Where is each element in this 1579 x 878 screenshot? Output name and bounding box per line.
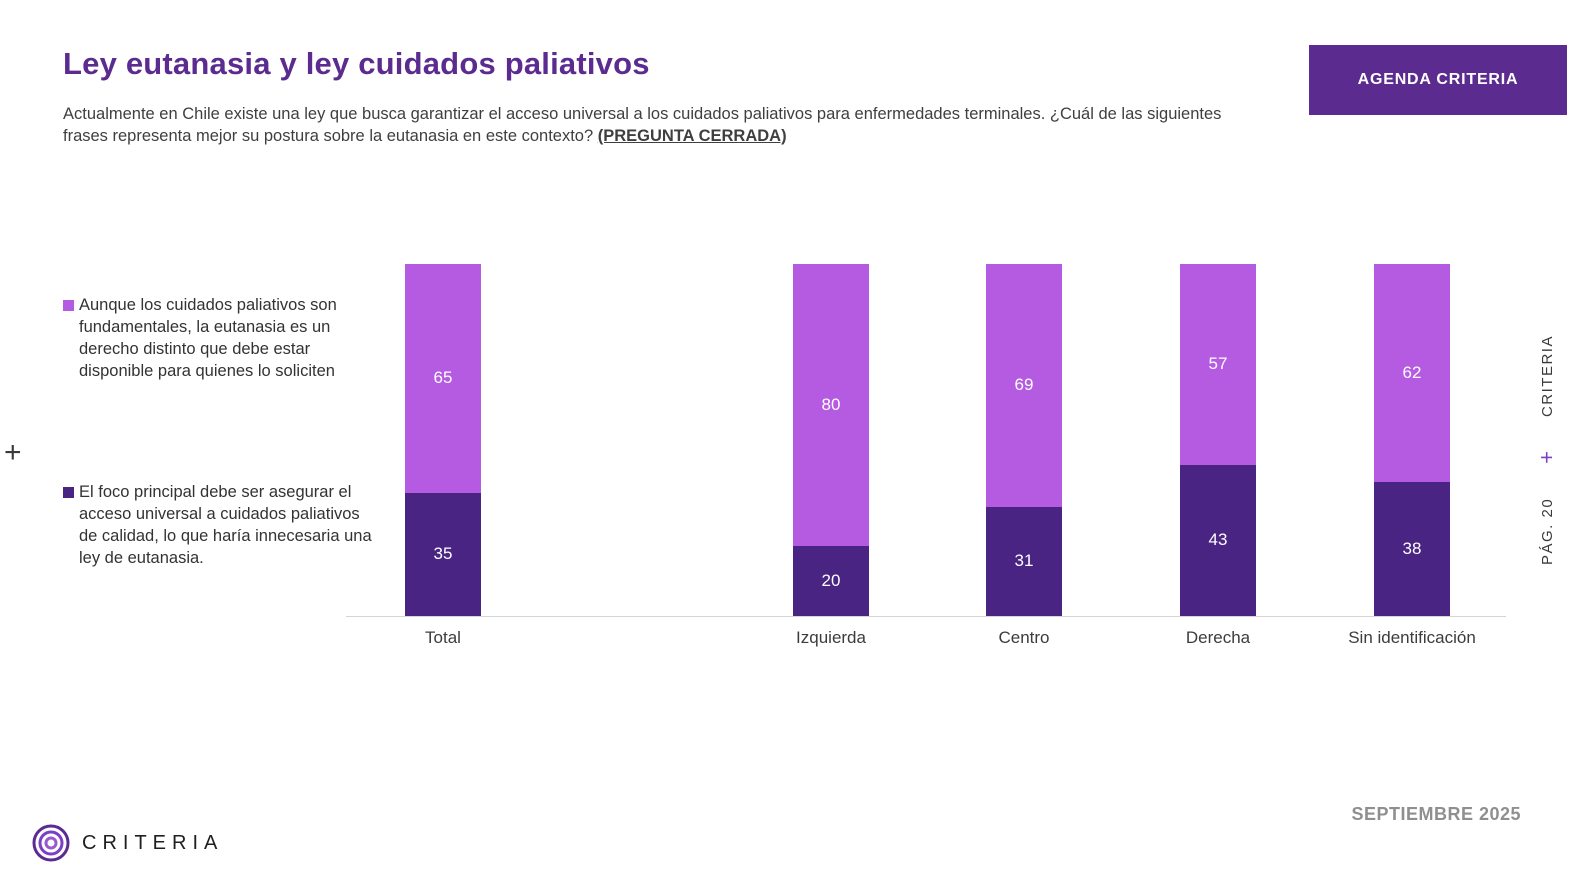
question-type-tag: (PREGUNTA CERRADA) xyxy=(597,126,787,145)
survey-question: Actualmente en Chile existe una ley que … xyxy=(63,104,1268,148)
report-date: SEPTIEMBRE 2025 xyxy=(1351,804,1521,824)
segment-dark-2: 31 xyxy=(986,506,1062,616)
bar-sin-identificación: 62 38 xyxy=(1374,264,1450,616)
segment-light-4: 62 xyxy=(1374,264,1450,483)
bar-total: 65 35 xyxy=(405,264,481,616)
category-label-0: Total xyxy=(425,628,461,647)
category-label-1: Izquierda xyxy=(796,628,866,647)
criteria-logo-text: CRITERIA xyxy=(82,831,224,854)
left-plus-decoration-icon: + xyxy=(4,436,22,469)
x-axis-line xyxy=(346,616,1506,617)
legend-item-cuidados-paliativos: El foco principal debe ser asegurar el a… xyxy=(63,482,375,570)
bar-centro: 69 31 xyxy=(986,264,1062,616)
criteria-logo: CRITERIA xyxy=(30,822,223,864)
segment-light-2: 69 xyxy=(986,264,1062,507)
side-rail-plus-icon: + xyxy=(1534,450,1559,464)
agenda-criteria-button[interactable]: AGENDA CRITERIA xyxy=(1309,45,1567,115)
segment-light-1: 80 xyxy=(793,264,869,546)
bar-derecha: 57 43 xyxy=(1180,264,1256,616)
side-rail-brand: CRITERIA xyxy=(1538,335,1556,418)
legend-swatch-dark-icon xyxy=(63,487,74,498)
category-label-4: Sin identificación xyxy=(1348,628,1476,647)
bar-izquierda: 80 20 xyxy=(793,264,869,616)
page-title: Ley eutanasia y ley cuidados paliativos xyxy=(63,46,650,81)
segment-light-3: 57 xyxy=(1180,264,1256,465)
side-rail-page-number: PÁG. 20 xyxy=(1538,497,1556,565)
legend-item-eutanasia-derecho: Aunque los cuidados paliativos son funda… xyxy=(63,295,375,383)
side-rail: PÁG. 20 + CRITERIA xyxy=(1534,335,1559,565)
segment-dark-4: 38 xyxy=(1374,482,1450,616)
segment-dark-0: 35 xyxy=(405,492,481,616)
legend-swatch-light-icon xyxy=(63,300,74,311)
legend-label-dark: El foco principal debe ser asegurar el a… xyxy=(79,483,372,567)
category-label-2: Centro xyxy=(998,628,1050,647)
category-label-3: Derecha xyxy=(1185,628,1251,647)
segment-dark-3: 43 xyxy=(1180,464,1256,616)
criteria-logo-icon xyxy=(32,824,70,862)
question-text: Actualmente en Chile existe una ley que … xyxy=(63,105,1222,145)
segment-dark-1: 20 xyxy=(793,545,869,616)
legend-label-light: Aunque los cuidados paliativos son funda… xyxy=(79,296,337,380)
segment-light-0: 65 xyxy=(405,264,481,493)
